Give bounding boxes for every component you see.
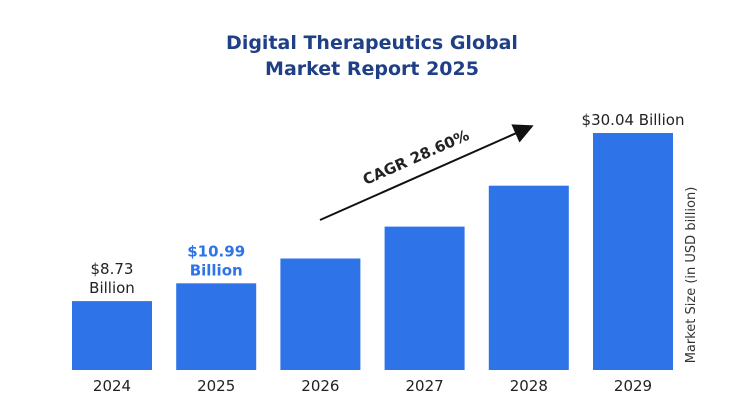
data-label-2024-line-1: $8.73 — [91, 260, 134, 278]
chart-title-line-2: Market Report 2025 — [265, 58, 479, 80]
x-tick-label-2029: 2029 — [614, 377, 652, 395]
data-label-2025-line-2: Billion — [190, 261, 243, 279]
data-label-2025-line-1: $10.99 — [187, 242, 245, 260]
chart-title-line-1: Digital Therapeutics Global — [226, 32, 518, 54]
bar-2028 — [488, 185, 569, 370]
bar-2025 — [176, 283, 257, 370]
cagr-arrow — [319, 124, 534, 221]
bar-2027 — [384, 226, 465, 370]
bar-2029 — [593, 133, 673, 370]
data-label-2024-line-2: Billion — [89, 279, 135, 297]
y-axis-label: Market Size (in USD billion) — [684, 187, 699, 364]
data-label-2029-line-1: $30.04 Billion — [582, 111, 685, 129]
cagr-label: CAGR 28.60% — [360, 126, 472, 189]
x-tick-label-2026: 2026 — [301, 377, 339, 395]
x-tick-label-2028: 2028 — [510, 377, 548, 395]
x-tick-label-2025: 2025 — [197, 377, 235, 395]
bar-2024 — [72, 301, 152, 370]
x-tick-label-2024: 2024 — [93, 377, 131, 395]
bar-2026 — [280, 258, 361, 370]
x-tick-label-2027: 2027 — [406, 377, 444, 395]
